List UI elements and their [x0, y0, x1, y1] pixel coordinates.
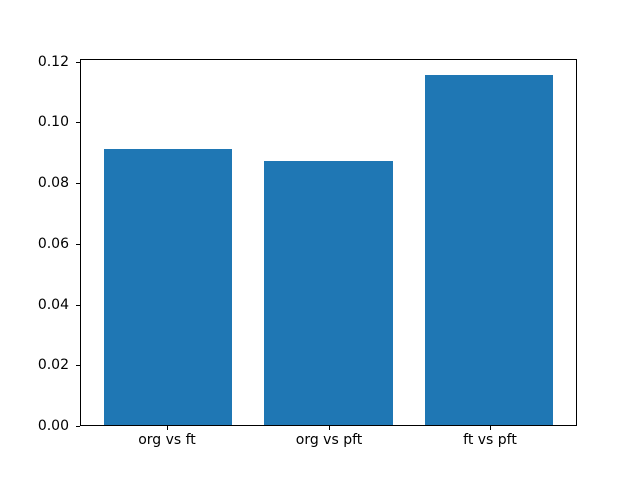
y-tick-mark	[76, 122, 80, 123]
x-tick-label: org vs pft	[295, 432, 363, 448]
y-tick-label: 0.10	[37, 114, 69, 130]
y-tick-mark	[76, 244, 80, 245]
y-tick-mark	[76, 426, 80, 427]
y-tick-mark	[76, 62, 80, 63]
x-tick-label: ft vs pft	[463, 432, 517, 448]
y-tick-mark	[76, 183, 80, 184]
bar-ft-vs-pft	[424, 74, 554, 425]
y-tick-label: 0.12	[37, 54, 69, 70]
plot-area	[80, 59, 577, 426]
x-tick-mark	[167, 426, 168, 430]
y-tick-mark	[76, 305, 80, 306]
x-tick-mark	[329, 426, 330, 430]
bar-org-vs-pft	[264, 160, 393, 425]
x-tick-label: org vs ft	[138, 432, 196, 448]
y-tick-label: 0.08	[37, 175, 69, 191]
y-tick-label: 0.02	[37, 357, 69, 373]
y-tick-label: 0.00	[37, 418, 69, 434]
bar-org-vs-ft	[103, 148, 233, 425]
y-tick-mark	[76, 365, 80, 366]
y-tick-label: 0.06	[37, 236, 69, 252]
x-tick-mark	[490, 426, 491, 430]
y-tick-label: 0.04	[37, 297, 69, 313]
